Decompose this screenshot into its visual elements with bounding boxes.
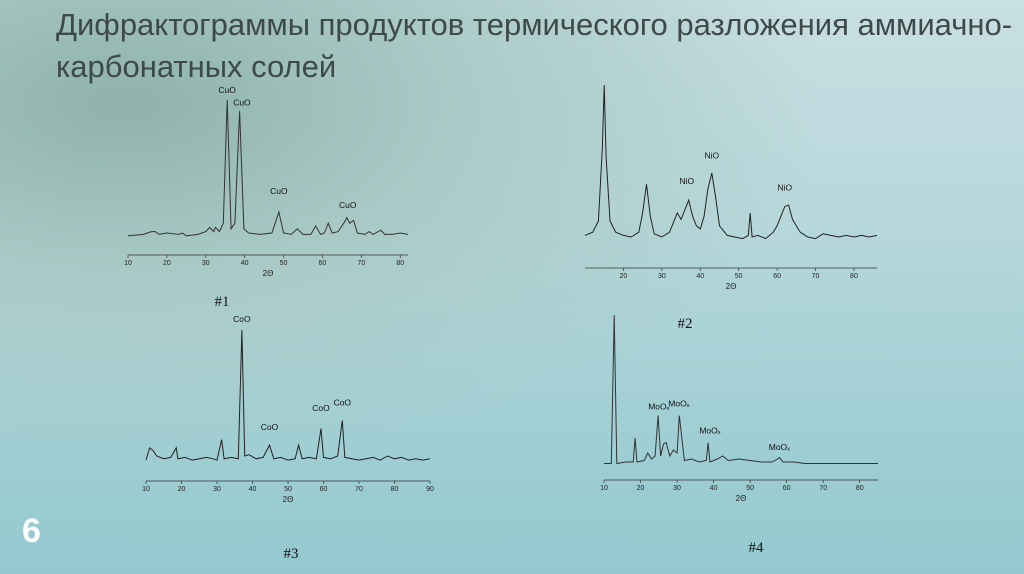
x-tick-label: 80 <box>850 273 858 280</box>
x-tick-label: 60 <box>773 273 781 280</box>
x-tick-label: 30 <box>673 485 681 492</box>
peak-label: CuO <box>218 85 236 95</box>
x-tick-label: 10 <box>124 260 132 267</box>
peak-label: CuO <box>339 200 357 210</box>
diffraction-curve <box>145 329 431 461</box>
peak-label: CoO <box>233 314 251 324</box>
x-tick-label: 50 <box>280 260 288 267</box>
diffraction-curve <box>584 84 878 240</box>
x-tick-label: 20 <box>637 485 645 492</box>
x-tick-label: 20 <box>178 486 186 493</box>
x-tick-label: 20 <box>620 273 628 280</box>
peak-label: CoO <box>261 422 279 432</box>
x-tick-label: 60 <box>319 260 327 267</box>
x-tick-label: 40 <box>249 486 257 493</box>
x-tick-label: 70 <box>355 486 363 493</box>
x-tick-label: 60 <box>783 485 791 492</box>
slide-title: Дифрактограммы продуктов термического ра… <box>56 7 1013 84</box>
chart-caption: #4 <box>749 540 765 556</box>
x-tick-label: 70 <box>357 260 365 267</box>
x-tick-label: 40 <box>696 273 704 280</box>
diffraction-curve <box>604 314 878 465</box>
chart-caption: #3 <box>284 546 299 562</box>
peak-label: MoOₓ <box>668 399 689 409</box>
x-axis-label: 2Θ <box>263 269 274 278</box>
x-tick-label: 30 <box>213 486 221 493</box>
peak-label: CuO <box>233 98 251 108</box>
x-tick-label: 20 <box>163 260 171 267</box>
x-tick-label: 60 <box>320 486 328 493</box>
peak-label: MoOₓ <box>769 442 790 452</box>
chart-caption: #1 <box>215 294 230 310</box>
peak-label: NiO <box>777 183 792 193</box>
peak-label: NiO <box>679 176 694 186</box>
x-tick-label: 50 <box>746 485 754 492</box>
x-axis-label: 2Θ <box>283 495 294 504</box>
peak-label: CoO <box>312 403 330 413</box>
peak-label: CoO <box>334 397 352 407</box>
x-axis-label: 2Θ <box>726 282 737 291</box>
x-tick-label: 50 <box>735 273 743 280</box>
x-tick-label: 30 <box>658 273 666 280</box>
x-tick-label: 70 <box>819 485 827 492</box>
x-tick-label: 30 <box>202 260 210 267</box>
x-tick-label: 10 <box>600 485 608 492</box>
peak-label: MoOₓ <box>699 426 720 436</box>
diffraction-curve <box>127 99 409 237</box>
x-tick-label: 10 <box>142 486 150 493</box>
peak-label: CuO <box>270 186 288 196</box>
x-tick-label: 80 <box>391 486 399 493</box>
x-tick-label: 90 <box>426 486 434 493</box>
peak-label: NiO <box>704 151 719 161</box>
x-tick-label: 80 <box>856 485 864 492</box>
x-tick-label: 40 <box>241 260 249 267</box>
x-tick-label: 50 <box>284 486 292 493</box>
peak-label: MoOₓ <box>648 402 669 412</box>
x-axis-label: 2Θ <box>736 494 747 503</box>
chart-caption: #2 <box>678 316 693 332</box>
x-tick-label: 80 <box>396 260 404 267</box>
slide-number: 6 <box>22 512 41 550</box>
x-tick-label: 70 <box>812 273 820 280</box>
x-tick-label: 40 <box>710 485 718 492</box>
